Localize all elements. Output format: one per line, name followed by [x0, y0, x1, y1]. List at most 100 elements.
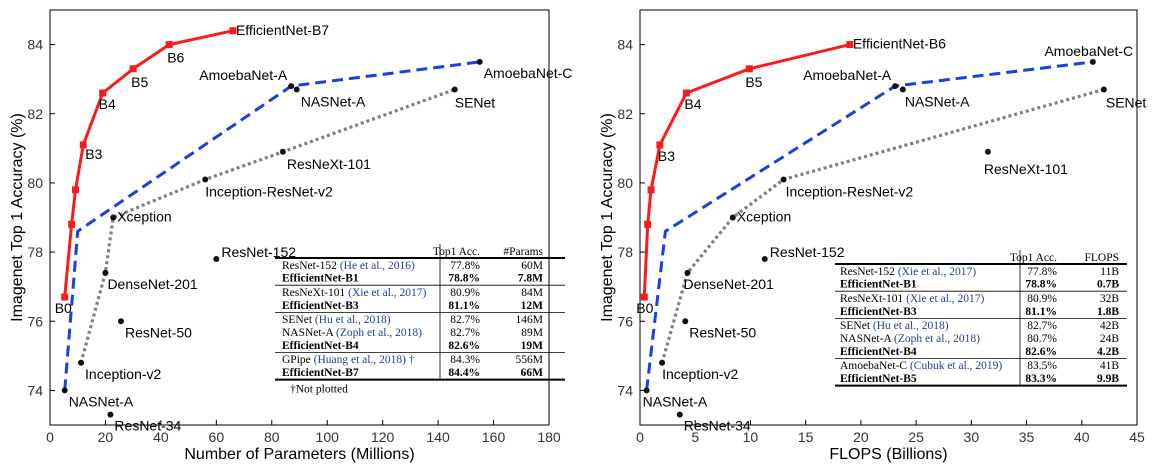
table-citation: (Xie et al., 2017): [348, 287, 426, 299]
plot-frame: [639, 9, 1138, 426]
point-xception: [110, 214, 117, 221]
point-label-resnet-50: ResNet-50: [125, 324, 192, 340]
point-label-resnet-34: ResNet-34: [114, 418, 181, 434]
comparison-table: Top1 Acc. #Params ResNet-152 (He et al., 2…: [275, 244, 565, 396]
table-value-cell: 42B: [1100, 320, 1120, 332]
table-footnote: †Not plotted: [290, 384, 348, 396]
x-tick-label: 60: [209, 429, 225, 445]
point-label-amoebanet-a: AmoebaNet-A: [803, 67, 892, 83]
point-label-senet: SENet: [455, 95, 496, 111]
x-tick-label: 0: [46, 429, 54, 445]
efficientnet-marker: [165, 41, 173, 49]
point-label-densenet-201: DenseNet-201: [683, 276, 773, 292]
table-model-name: GPipe: [282, 354, 314, 366]
efficientnet-label-b3: B3: [658, 148, 675, 164]
y-tick-label: 84: [617, 37, 633, 53]
table-value-cell: 66M: [521, 367, 544, 379]
table-model-cell: EfficientNet-B4: [282, 340, 359, 352]
efficientnet-marker: [656, 141, 664, 149]
x-tick-label: 5: [691, 429, 699, 445]
table-model-name: SENet: [282, 314, 315, 326]
point-label-inception-resnet-v2: Inception-ResNet-v2: [205, 183, 333, 199]
table-citation: (Huang et al., 2018) †: [314, 354, 415, 366]
table-acc-cell: 83.3%: [1025, 373, 1057, 385]
point-label-nasnet-a: NASNet-A: [301, 94, 366, 110]
point-resnet-34: [107, 411, 114, 418]
table-citation: (Hu et al., 2018): [873, 320, 949, 332]
point-inception-resnet-v2: [780, 176, 787, 183]
table-model-name: NASNet-A: [840, 333, 894, 345]
table-model-cell: SENet (Hu et al., 2018): [282, 314, 391, 326]
x-tick-label: 45: [1129, 429, 1145, 445]
x-tick-label: 140: [426, 429, 450, 445]
x-tick-label: 40: [153, 429, 169, 445]
series-line-efficientnet: [63, 29, 234, 298]
y-tick-label: 78: [617, 244, 633, 260]
efficientnet-label-b6: B6: [167, 50, 184, 66]
table-value-cell: 32B: [1100, 293, 1120, 305]
point-label-resnet-34: ResNet-34: [684, 418, 751, 434]
table-acc-cell: 81.1%: [1025, 306, 1057, 318]
table-header-acc: Top1 Acc.: [1010, 252, 1057, 264]
point-label-resnet-50: ResNet-50: [689, 324, 756, 340]
table-model-name: EfficientNet-B1: [282, 273, 359, 285]
series-line-resnext-family: [660, 87, 1105, 364]
point-label-nasnet-a: NASNet-A: [905, 94, 970, 110]
table-citation: (He et al., 2016): [340, 260, 415, 272]
point-nasnet-a: [61, 387, 68, 394]
table-model-cell: ResNet-152 (Xie et al., 2017): [840, 266, 976, 278]
y-tick-label: 76: [617, 313, 633, 329]
table-acc-cell: 77.8%: [1027, 266, 1057, 278]
table-model-name: EfficientNet-B7: [282, 367, 359, 379]
table-citation: (Hu et al., 2018): [315, 314, 391, 326]
table-value-cell: 4.2B: [1097, 346, 1119, 358]
efficientnet-label-b4: B4: [684, 96, 701, 112]
table-acc-cell: 84.3%: [450, 354, 480, 366]
table-citation: (Zoph et al., 2018): [336, 327, 422, 339]
series-line-amoebanet-nasnet: [63, 60, 480, 391]
point-resnet-50: [682, 318, 689, 325]
plot-frame: [49, 9, 550, 426]
table-model-cell: EfficientNet-B5: [840, 373, 917, 385]
table-acc-cell: 78.8%: [1025, 279, 1057, 291]
table-acc-cell: 80.7%: [1027, 333, 1057, 345]
table-value-cell: 89M: [521, 327, 543, 339]
efficientnet-marker: [72, 186, 80, 194]
x-tick-label: 30: [964, 429, 980, 445]
table-model-cell: ResNeXt-101 (Xie et al., 2017): [840, 293, 985, 305]
y-tick-label: 84: [27, 37, 43, 53]
point-inception-v2: [78, 359, 85, 366]
efficientnet-marker: [745, 65, 753, 73]
table-acc-cell: 83.5%: [1027, 360, 1057, 372]
x-tick-label: 10: [743, 429, 759, 445]
table-acc-cell: 80.9%: [1027, 293, 1057, 305]
table-value-cell: 556M: [516, 354, 543, 366]
point-label-resnet-152: ResNet-152: [770, 244, 845, 260]
y-tick-label: 82: [27, 106, 43, 122]
point-resnet-34: [676, 411, 683, 418]
y-tick-label: 82: [617, 106, 633, 122]
point-nasnet-a: [293, 86, 300, 93]
table-model-name: EfficientNet-B5: [840, 373, 917, 385]
comparison-table: Top1 Acc. FLOPS ResNet-152 (Xie et al., 20…: [835, 250, 1127, 387]
table-model-name: ResNet-152: [282, 260, 340, 272]
point-resnet-152: [213, 256, 220, 262]
table-value-cell: 19M: [521, 340, 544, 352]
point-inception-resnet-v2: [202, 176, 209, 183]
table-value-cell: 9.9B: [1097, 373, 1119, 385]
table-acc-cell: 82.7%: [450, 327, 480, 339]
point-nasnet-a: [643, 387, 650, 394]
series-line-resnext-family: [79, 87, 456, 364]
efficientnet-label-b4: B4: [99, 96, 116, 112]
table-model-name: AmoebaNet-C: [840, 360, 910, 372]
table-value-cell: 60M: [521, 260, 543, 272]
table-model-cell: NASNet-A (Zoph et al., 2018): [282, 327, 422, 339]
table-model-cell: EfficientNet-B1: [840, 279, 917, 291]
series-line-amoebanet-nasnet: [645, 60, 1093, 391]
point-label-nasnet-a: NASNet-A: [643, 393, 708, 409]
point-nasnet-a: [899, 86, 906, 93]
table-acc-cell: 81.1%: [448, 300, 480, 312]
table-model-cell: ResNeXt-101 (Xie et al., 2017): [282, 287, 427, 299]
efficientnet-label-b0: B0: [636, 300, 653, 316]
